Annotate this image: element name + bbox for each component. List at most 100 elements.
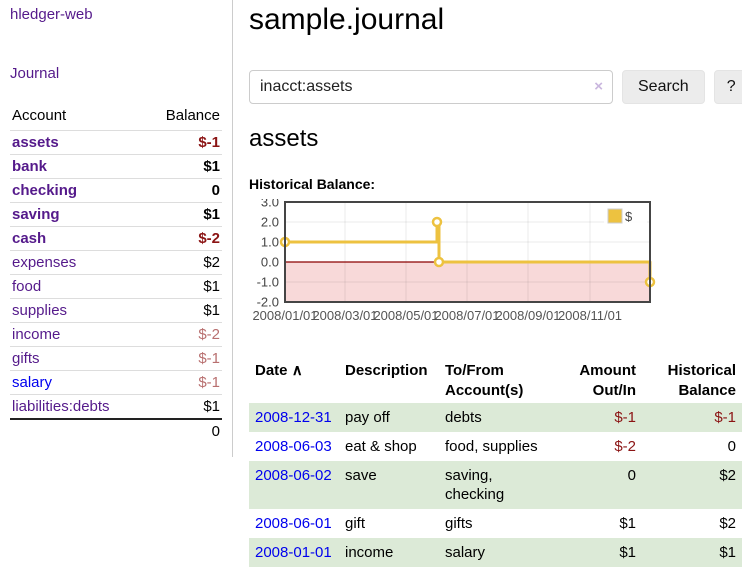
sort-ascending-icon: ∧	[291, 362, 303, 379]
account-link[interactable]: liabilities:debts	[12, 398, 110, 415]
account-name-cell: liabilities:debts	[10, 394, 145, 419]
transaction-row: 2008-06-03 eat & shop food, supplies $-2 0	[249, 432, 742, 461]
account-row: expenses $2	[10, 250, 222, 275]
search-input[interactable]	[249, 70, 613, 104]
register-header-description: Description	[345, 362, 428, 379]
transaction-accounts: food, supplies	[445, 438, 538, 455]
transaction-accounts: salary	[439, 538, 557, 567]
sidebar-nav: Journal	[10, 65, 222, 82]
transaction-description: eat & shop	[345, 438, 417, 455]
page-title: sample.journal	[249, 3, 445, 36]
register-header-date[interactable]: Date ∧	[249, 359, 339, 403]
transaction-row: 2008-01-01 income salary $1 $1	[249, 538, 742, 567]
search-help-button[interactable]: ?	[713, 70, 742, 104]
chart-legend: $	[604, 205, 647, 227]
register-table: Date ∧ Description To/From Account(s) Am…	[249, 359, 742, 567]
register-header-row: Date ∧ Description To/From Account(s) Am…	[249, 359, 742, 403]
account-link[interactable]: cash	[12, 230, 47, 247]
x-axis-labels: 2008/01/012008/03/012008/05/012008/07/01…	[252, 308, 622, 323]
main-content: sample.journal × Search ? assets Histori…	[233, 0, 742, 581]
account-balance: $-1	[144, 370, 222, 395]
transaction-amount: $1	[619, 515, 636, 532]
search-box: ×	[249, 70, 613, 104]
account-link[interactable]: salary	[12, 374, 53, 391]
account-name-cell: salary	[10, 370, 145, 395]
accounts-table: Account Balance assets $-1 bank $1 checking 0…	[10, 104, 222, 443]
accounts-header-row: Account Balance	[10, 104, 222, 131]
account-balance: $-1	[144, 130, 222, 155]
transaction-amount: $-2	[614, 438, 636, 455]
historical-balance-chart[interactable]: $3.0 2.0 1.0 0.0 -1.0 -2.0 2008/01/01 2008/03/0…	[249, 199, 691, 335]
transaction-date-link[interactable]: 2008-12-31	[255, 409, 332, 426]
sidebar-item-journal[interactable]: Journal	[10, 65, 60, 82]
transaction-date-link[interactable]: 2008-06-03	[255, 438, 332, 455]
y-axis-tick-label: -1.0	[257, 275, 279, 290]
register-rows: 2008-12-31 pay off debts $-1 $-1 2008-06-03 ea…	[249, 403, 742, 567]
app-title: hledger-web	[10, 6, 222, 23]
y-axis-tick-label: -2.0	[257, 295, 279, 310]
legend-swatch-icon	[607, 208, 623, 224]
account-row: assets $-1	[10, 130, 222, 155]
search-form: × Search ?	[249, 70, 742, 104]
transaction-description: gift	[345, 515, 366, 532]
account-row: food $1	[10, 274, 222, 299]
x-axis-tick-label: 2008/09/01	[495, 308, 560, 323]
transaction-description: income	[339, 538, 439, 567]
account-link[interactable]: gifts	[12, 350, 40, 367]
register-header-accounts: To/From Account(s)	[445, 362, 524, 399]
x-axis-tick-label: 2008/05/01	[373, 308, 438, 323]
data-point-marker	[433, 256, 445, 268]
account-link[interactable]: saving	[12, 206, 60, 223]
account-row: income $-2	[10, 322, 222, 347]
account-balance: $2	[144, 250, 222, 275]
account-row: supplies $1	[10, 298, 222, 323]
x-axis-tick-label: 2008/07/01	[434, 308, 499, 323]
date-header-label: Date	[255, 362, 288, 379]
search-button[interactable]: Search	[622, 70, 705, 104]
account-name-cell: gifts	[10, 346, 145, 371]
transaction-accounts: debts	[439, 403, 557, 432]
account-name-cell: income	[10, 322, 145, 347]
transaction-date-cell: 2008-06-03	[249, 432, 339, 461]
account-link[interactable]: bank	[12, 158, 48, 175]
clear-search-icon[interactable]: ×	[594, 78, 603, 95]
transaction-amount: 0	[557, 461, 642, 509]
account-name-cell: bank	[10, 154, 145, 179]
account-link[interactable]: supplies	[12, 302, 68, 319]
accounts-total-row: 0	[10, 418, 222, 443]
accounts-header-balance: Balance	[165, 107, 220, 124]
register-header-amount: Amount Out/In	[579, 362, 636, 399]
chart-title-label: Historical Balance:	[249, 176, 376, 192]
transaction-balance: 0	[727, 438, 736, 455]
transaction-date-link[interactable]: 2008-01-01	[255, 544, 332, 561]
negative-region	[285, 262, 650, 302]
account-link[interactable]: checking	[12, 182, 78, 199]
transaction-date-cell: 2008-01-01	[249, 538, 339, 567]
transaction-date-link[interactable]: 2008-06-02	[255, 467, 332, 484]
account-balance: $1	[144, 154, 222, 179]
account-link[interactable]: food	[12, 278, 42, 295]
y-axis-tick-label: 3.0	[261, 199, 279, 210]
account-name-cell: assets	[10, 130, 145, 155]
account-balance: $-2	[144, 226, 222, 251]
account-balance: $1	[144, 202, 222, 227]
account-link[interactable]: income	[12, 326, 61, 343]
transaction-date-cell: 2008-12-31	[249, 403, 339, 432]
account-rows: assets $-1 bank $1 checking 0 saving $1 cash $-2 e…	[10, 130, 222, 419]
account-balance: $1	[144, 274, 222, 299]
account-row: checking 0	[10, 178, 222, 203]
account-link[interactable]: assets	[12, 134, 59, 151]
legend-label: $	[625, 209, 633, 224]
transaction-balance: $1	[642, 538, 742, 567]
transaction-balance: $2	[719, 515, 736, 532]
app-title-link[interactable]: hledger-web	[10, 6, 93, 23]
account-name-cell: expenses	[10, 250, 145, 275]
y-axis-tick-label: 2.0	[261, 215, 279, 230]
register-header-balance: Historical Balance	[667, 362, 736, 399]
account-balance: 0	[144, 178, 222, 203]
account-balance: $-1	[144, 346, 222, 371]
transaction-date-link[interactable]: 2008-06-01	[255, 515, 332, 532]
x-axis-tick-label: 2008/03/01	[312, 308, 377, 323]
account-link[interactable]: expenses	[12, 254, 77, 271]
